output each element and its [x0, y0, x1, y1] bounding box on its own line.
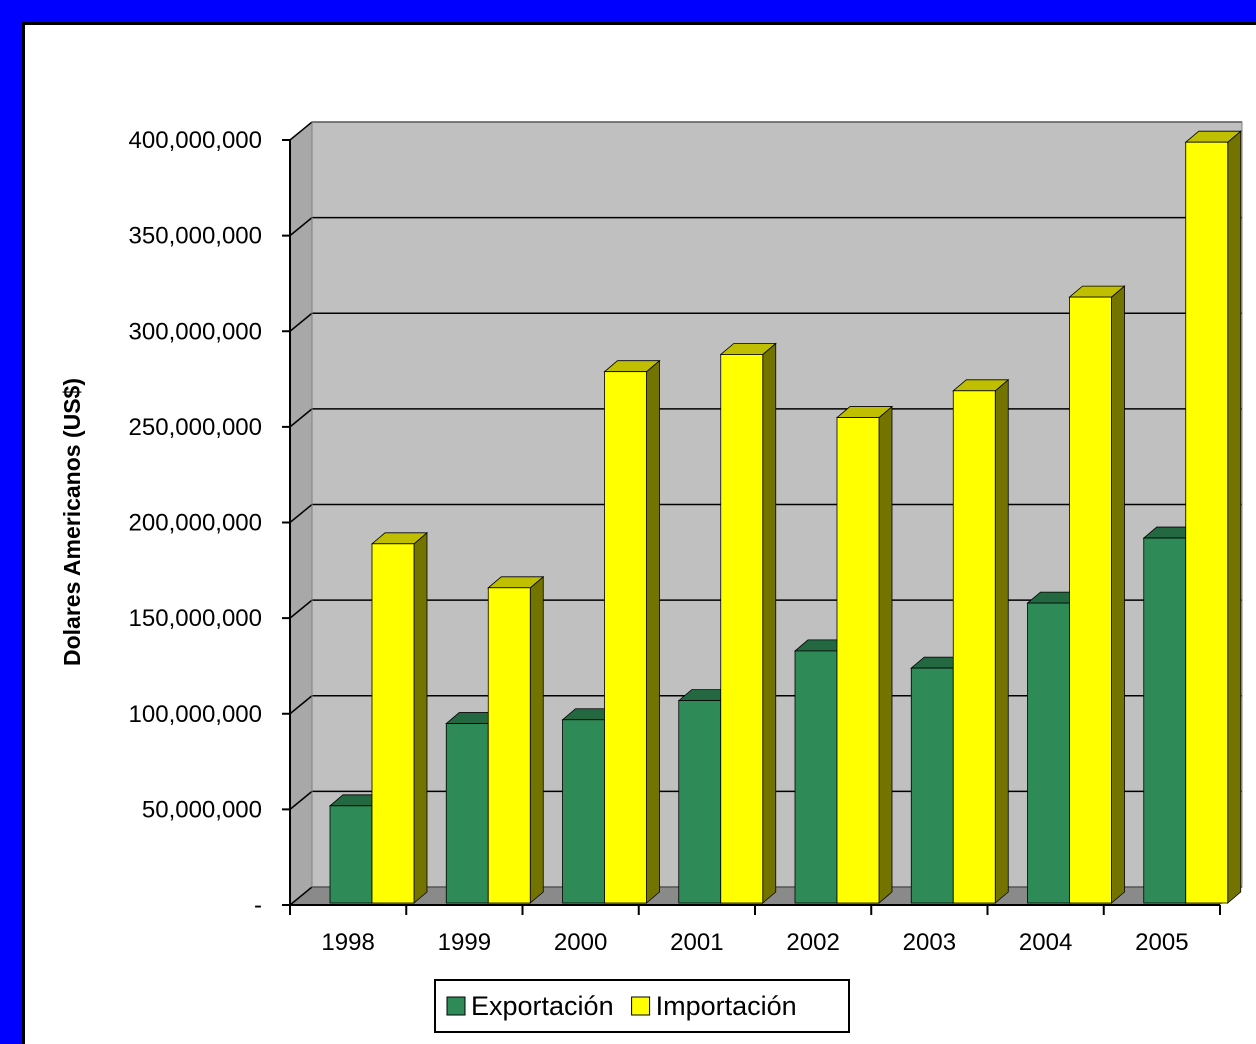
x-tick-label: 1999	[438, 929, 491, 956]
x-tick-labels: 1998 1999 2000 2001 2002 2003 2004 2005	[321, 929, 1188, 956]
y-axis-title: Dolares Americanos (US$)	[59, 378, 85, 666]
bar-importacin-2005	[1184, 130, 1242, 904]
gridline-side	[289, 790, 313, 810]
y-tick-label: 100,000,000	[129, 701, 262, 728]
bar-chart: - 50,000,000 100,000,000 150,000,000 200,000…	[59, 121, 1243, 1033]
y-tick-label: -	[254, 892, 262, 919]
gridline-side	[289, 121, 313, 141]
x-tick-label: 2001	[670, 929, 723, 956]
x-tick-label: 2002	[786, 929, 839, 956]
x-tick-label: 1998	[321, 929, 374, 956]
x-tick-label: 2005	[1135, 929, 1188, 956]
bar-importacin-2004	[1068, 285, 1126, 904]
y-tick-label: 50,000,000	[142, 796, 262, 823]
gridline-side	[289, 408, 313, 428]
axes	[282, 139, 1221, 915]
y-tick-label: 150,000,000	[129, 605, 262, 632]
y-tick-label: 350,000,000	[129, 223, 262, 250]
bar-importacin-1999	[487, 575, 545, 904]
chart-panel: - 50,000,000 100,000,000 150,000,000 200,000…	[22, 22, 1256, 1044]
bar-importacin-1998	[370, 531, 429, 904]
y-tick-labels: - 50,000,000 100,000,000 150,000,000 200,000…	[129, 127, 262, 919]
legend-label-importacin: Importación	[656, 991, 797, 1021]
bar-importacin-2000	[603, 359, 661, 904]
x-tick-label: 2004	[1019, 929, 1072, 956]
legend-swatch-importacin	[631, 996, 651, 1016]
bar-importacin-2003	[952, 378, 1010, 904]
bar-importacin-2002	[835, 405, 894, 904]
gridline-side	[289, 695, 313, 715]
x-tick-label: 2003	[903, 929, 956, 956]
y-tick-label: 400,000,000	[129, 127, 262, 154]
legend-label-exportacin: Exportación	[471, 991, 614, 1021]
gridline-side	[289, 503, 313, 524]
plot-border	[311, 121, 1243, 888]
y-tick-label: 200,000,000	[129, 510, 262, 537]
legend: Exportación Importación	[434, 979, 850, 1033]
y-tick-label: 300,000,000	[129, 318, 262, 345]
legend-swatch-exportacin	[446, 996, 466, 1016]
x-tick-label: 2000	[554, 929, 607, 956]
bars	[328, 130, 1242, 904]
gridline-side	[289, 217, 313, 237]
y-tick-label: 250,000,000	[129, 414, 262, 441]
gridline-side	[289, 599, 313, 619]
gridline-side	[289, 886, 313, 906]
gridline-side	[289, 312, 313, 332]
bar-importacin-2001	[719, 342, 777, 904]
